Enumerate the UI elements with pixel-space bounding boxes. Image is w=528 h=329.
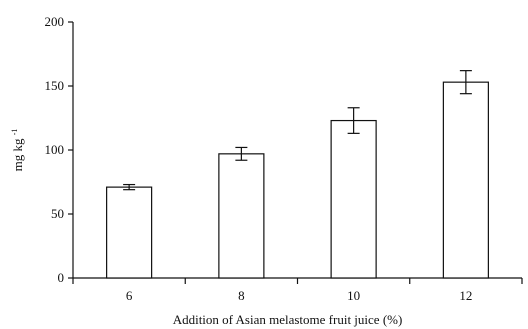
- y-axis: 0 50 100 150 200 mg kg -1: [10, 14, 74, 285]
- y-tick-label: 0: [58, 270, 65, 285]
- x-axis: 6 8 10 12 Addition of Asian melastome fruit…: [72, 277, 523, 327]
- y-tick-label: 50: [51, 206, 64, 221]
- y-axis-title-superscript: -1: [10, 129, 19, 136]
- bars: [106, 70, 489, 279]
- y-tick-label: 200: [45, 14, 65, 29]
- y-ticks: 0 50 100 150 200: [45, 14, 73, 285]
- y-tick-label: 100: [45, 142, 65, 157]
- x-tick-label: 10: [347, 288, 360, 303]
- x-tick-label: 6: [126, 288, 133, 303]
- x-axis-title: Addition of Asian melastome fruit juice …: [173, 312, 403, 327]
- bar-12: [442, 81, 489, 279]
- y-axis-title: mg kg -1: [10, 129, 25, 172]
- x-tick-label: 8: [238, 288, 245, 303]
- y-axis-title-text: mg kg: [10, 138, 25, 171]
- bar-10: [330, 119, 377, 279]
- y-tick-label: 150: [45, 78, 65, 93]
- bar-8: [218, 153, 265, 279]
- x-tick-label: 12: [459, 288, 472, 303]
- x-ticks: 6 8 10 12: [72, 278, 523, 303]
- bar-6: [106, 186, 153, 279]
